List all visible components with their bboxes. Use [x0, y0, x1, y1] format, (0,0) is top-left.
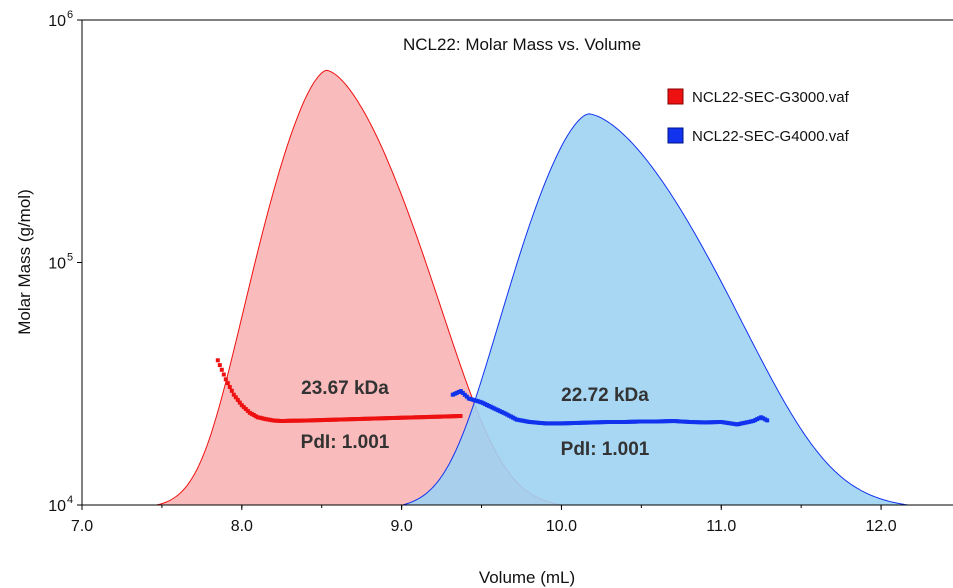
- g3000-pdi-label: PdI: 1.001: [301, 432, 390, 453]
- y-tick-label: 10: [48, 13, 66, 30]
- y-axis-title: Molar Mass (g/mol): [15, 189, 34, 334]
- y-tick-exponent: 6: [67, 9, 73, 21]
- mass-point-0: [458, 414, 463, 418]
- mass-point-0: [235, 397, 240, 402]
- y-tick-label: 10: [48, 498, 66, 515]
- legend-label-g3000: NCL22-SEC-G3000.vaf: [692, 89, 850, 106]
- peak-areas: [82, 69, 953, 505]
- peak-area-1: [82, 113, 953, 505]
- mass-point-0: [231, 392, 236, 397]
- mass-point-0: [223, 377, 228, 382]
- mass-point-0: [225, 381, 230, 386]
- y-tick-label: 10: [48, 256, 66, 273]
- chart-title: NCL22: Molar Mass vs. Volume: [403, 35, 641, 54]
- mass-point-0: [221, 372, 226, 377]
- legend-label-g4000: NCL22-SEC-G4000.vaf: [692, 128, 850, 145]
- y-tick-exponent: 5: [67, 252, 73, 264]
- x-axis-title: Volume (mL): [479, 568, 575, 587]
- y-tick-exponent: 4: [67, 494, 73, 506]
- mass-point-0: [215, 358, 220, 363]
- legend: NCL22-SEC-G3000.vaf NCL22-SEC-G4000.vaf: [667, 88, 850, 145]
- x-tick-label: 9.0: [391, 518, 413, 535]
- mass-point-0: [227, 385, 232, 389]
- axes: [77, 19, 953, 510]
- x-tick-label: 12.0: [866, 518, 897, 535]
- g3000-mass-label: 23.67 kDa: [301, 378, 389, 399]
- peak-outline-1: [400, 113, 912, 505]
- x-tick-label: 7.0: [71, 518, 93, 535]
- legend-swatch-g3000: [667, 88, 684, 105]
- legend-swatch-g4000: [667, 127, 684, 144]
- mass-point-0: [233, 395, 238, 400]
- mass-point-0: [237, 400, 242, 405]
- g4000-pdi-label: PdI: 1.001: [561, 439, 650, 460]
- x-tick-label: 8.0: [231, 518, 253, 535]
- x-tick-label: 10.0: [546, 518, 577, 535]
- mass-point-0: [229, 388, 234, 393]
- peak-area-0: [82, 70, 953, 505]
- g4000-mass-label: 22.72 kDa: [561, 385, 649, 406]
- mass-point-0: [253, 414, 258, 419]
- mass-point-0: [219, 367, 224, 372]
- mass-markers: [215, 358, 770, 427]
- annotations: 23.67 kDa PdI: 1.001 22.72 kDa PdI: 1.00…: [301, 378, 650, 460]
- mass-point-0: [217, 363, 222, 368]
- mass-point-1: [765, 418, 770, 423]
- x-tick-label: 11.0: [706, 518, 736, 535]
